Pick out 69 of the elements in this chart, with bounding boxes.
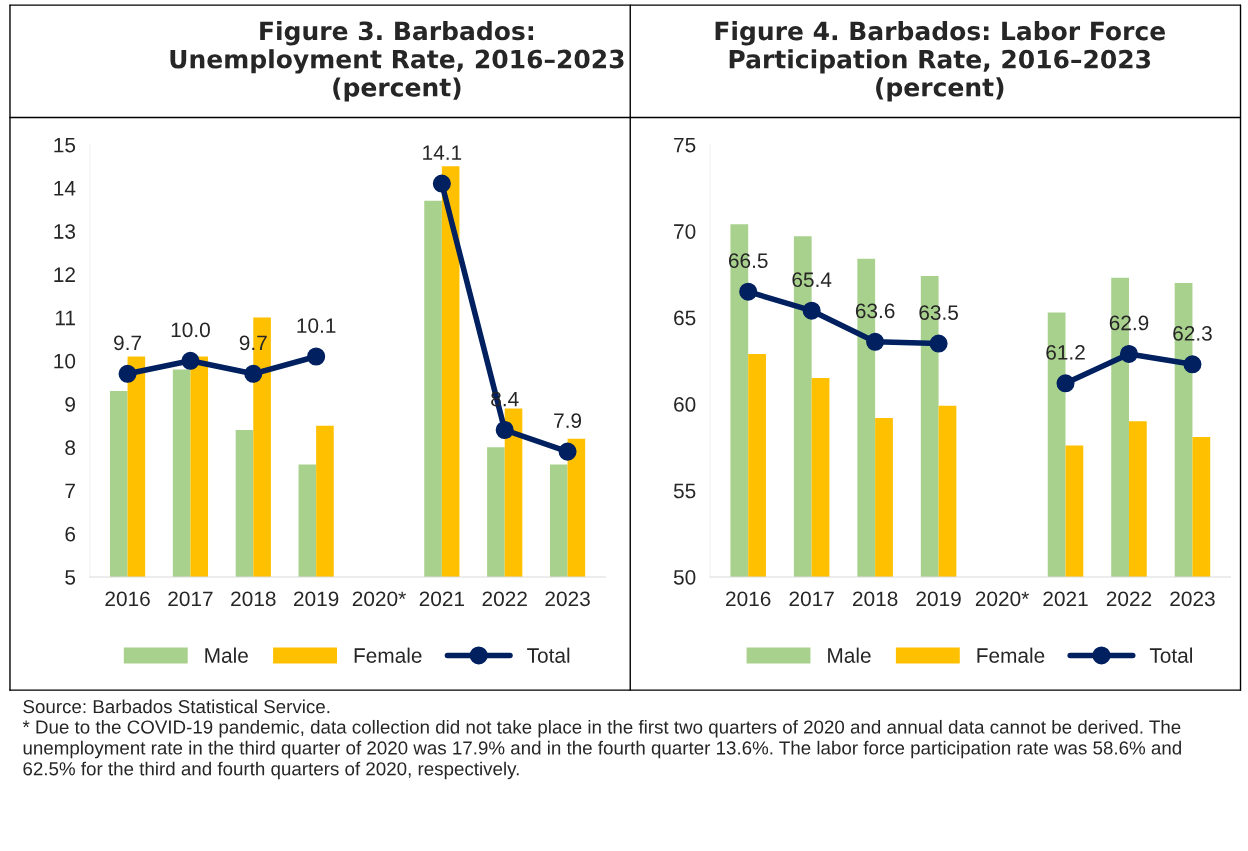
x-tick-label: 2021	[419, 591, 465, 607]
x-tick-label: 2019	[916, 591, 961, 607]
y-tick-label: 55	[673, 483, 696, 499]
point	[1183, 355, 1202, 374]
x-tick-label: 2017	[168, 591, 213, 607]
point	[244, 364, 263, 383]
legend-label: Total	[1149, 647, 1192, 663]
x-tick-label: 2017	[789, 591, 834, 607]
x-tick-label: 2022	[482, 591, 527, 607]
y-tick-label: 60	[674, 397, 696, 412]
text: * Due to the COVID-19 pandemic, data collection did not take place in the first two quarters of 2020 and annual data cannot be derived. The unemployment rate in the third quarter of 2020 was 17.9% and in the fourth quarter 13.6%. The labor force participation rate was 58.6% and 62.5% for the third and fourth quarters of 2020, respectively.	[22, 719, 1181, 780]
legend-label: Male	[205, 647, 248, 663]
x-tick-label: 2021	[1043, 591, 1088, 607]
source-note: Source: Barbados Statistical Service.	[23, 699, 330, 714]
point	[866, 332, 885, 351]
x-tick-label: 2020*	[975, 591, 1029, 607]
x-tick-label: 2023	[1170, 591, 1215, 607]
x-tick-label: 2018	[853, 591, 898, 607]
data-label: 10.1	[297, 318, 336, 333]
point	[1056, 374, 1075, 393]
x-tick-label: 2020*	[352, 591, 406, 607]
y-tick-label: 9	[65, 397, 75, 412]
data-label: 7.9	[554, 413, 582, 429]
chart-title: Figure 3. Barbados: Unemployment Rate, 2016–2023 (percent)	[170, 20, 624, 102]
y-tick-label: 65	[674, 310, 696, 326]
x-tick-label: 2023	[545, 591, 590, 607]
x-tick-label: 2019	[294, 591, 339, 607]
x-tick-label: 2018	[231, 591, 276, 607]
data-label: 62.9	[1109, 315, 1149, 331]
point	[739, 282, 758, 301]
legend-label: Male	[828, 647, 871, 663]
y-tick-label: 10	[54, 353, 76, 369]
y-tick-label: 12	[54, 267, 75, 282]
y-tick-label: 5	[65, 570, 76, 585]
y-tick-label: 70	[674, 224, 696, 239]
x-tick-label: 2016	[105, 591, 150, 607]
y-tick-label: 14	[54, 181, 76, 196]
x-tick-label: 2016	[726, 591, 771, 607]
point	[118, 364, 137, 383]
data-label: 14.1	[423, 145, 462, 160]
y-tick-label: 15	[54, 137, 76, 153]
point	[929, 334, 948, 353]
legend-label: Female	[354, 647, 422, 663]
data-label: 10.0	[171, 322, 210, 338]
point	[802, 301, 821, 320]
point	[495, 420, 514, 440]
data-label: 62.3	[1173, 325, 1212, 341]
point	[307, 347, 326, 366]
y-tick-label: 50	[673, 569, 696, 585]
y-tick-label: 6	[65, 526, 76, 542]
point	[432, 174, 451, 193]
y-tick-label: 11	[55, 310, 75, 326]
y-tick-label: 13	[54, 224, 76, 239]
y-tick-label: 8	[65, 440, 76, 456]
data-label: 63.6	[855, 303, 895, 319]
x-tick-label: 2022	[1106, 591, 1152, 607]
point	[181, 351, 200, 370]
y-tick-label: 7	[65, 483, 75, 499]
data-label: 66.5	[728, 253, 768, 269]
point	[1119, 344, 1139, 363]
chart-title: Figure 4. Barbados: Labor Force Participation Rate, 2016–2023 (percent)	[715, 21, 1165, 102]
data-label: 65.4	[792, 272, 832, 288]
legend-label: Female	[977, 647, 1045, 663]
data-label: 9.7	[114, 335, 142, 351]
point	[558, 442, 577, 461]
data-label: 63.5	[919, 305, 958, 320]
data-label: 61.2	[1046, 344, 1085, 360]
y-tick-label: 75	[674, 137, 696, 153]
legend-label: Total	[527, 647, 570, 663]
